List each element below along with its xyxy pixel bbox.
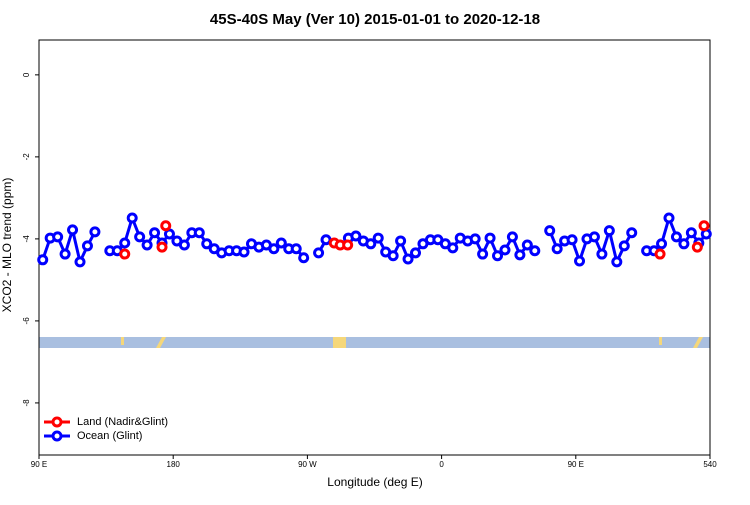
point (160, 220, 172, 232)
point (670, 231, 682, 243)
legend-label: Ocean (Glint) (77, 430, 142, 442)
land-patch (693, 337, 703, 348)
point (698, 220, 710, 232)
point (37, 254, 49, 266)
point (611, 256, 623, 268)
point (350, 230, 362, 242)
point (691, 241, 703, 253)
point (156, 241, 168, 253)
x-axis-label: Longitude (deg E) (327, 475, 422, 489)
point (52, 231, 64, 243)
point (492, 250, 504, 262)
point (477, 248, 489, 260)
point (193, 227, 205, 239)
point (201, 238, 213, 250)
point (529, 245, 541, 257)
x-tick-label: 90 E (31, 460, 47, 469)
x-tick-label: 0 (439, 460, 444, 469)
point (275, 237, 287, 249)
point (678, 238, 690, 250)
point (81, 240, 93, 252)
point (149, 227, 161, 239)
plot-frame (38, 39, 711, 456)
point (238, 246, 250, 258)
legend-marker (51, 416, 63, 428)
y-tick-label: -6 (22, 317, 31, 325)
x-tick-label: 90 E (568, 460, 584, 469)
point (67, 224, 79, 236)
y-tick-label: 0 (22, 72, 31, 77)
land-patch (659, 337, 662, 345)
point (654, 248, 666, 260)
y-tick-label: -8 (22, 399, 31, 407)
point (596, 248, 608, 260)
point (618, 240, 630, 252)
ocean-strip (39, 337, 710, 348)
y-axis-label: XCO2 - MLO trend (ppm) (0, 178, 14, 313)
point (469, 233, 481, 245)
land-patch (121, 337, 124, 345)
point (603, 225, 615, 237)
point (521, 239, 533, 251)
point (134, 231, 146, 243)
point (178, 239, 190, 251)
y-tick-label: -2 (22, 153, 31, 161)
x-tick-label: 540 (703, 460, 717, 469)
point (119, 237, 131, 249)
point (372, 232, 384, 244)
point (89, 226, 101, 238)
point (59, 248, 71, 260)
point (447, 242, 459, 254)
point (342, 239, 354, 251)
point (626, 227, 638, 239)
point (410, 247, 422, 259)
land-patch (333, 337, 346, 348)
point (163, 228, 175, 240)
point (484, 232, 496, 244)
point (268, 243, 280, 255)
point (387, 250, 399, 262)
point (499, 244, 511, 256)
point (74, 256, 86, 268)
point (566, 234, 578, 246)
chart-title: 45S-40S May (Ver 10) 2015-01-01 to 2020-… (210, 11, 540, 28)
land-patch (156, 337, 166, 348)
point (685, 227, 697, 239)
point (574, 255, 586, 267)
point (141, 239, 153, 251)
point (656, 238, 668, 250)
point (663, 212, 675, 224)
point (298, 252, 310, 264)
legend-label: Land (Nadir&Glint) (77, 416, 168, 428)
point (506, 231, 518, 243)
point (395, 235, 407, 247)
point (588, 231, 600, 243)
point (551, 243, 563, 255)
x-tick-label: 180 (167, 460, 181, 469)
y-tick-label: -4 (22, 235, 31, 243)
point (126, 212, 138, 224)
point (544, 225, 556, 237)
point (313, 247, 325, 259)
legend-marker (51, 430, 63, 442)
point (514, 249, 526, 261)
x-tick-label: 90 W (298, 460, 317, 469)
land-mask-strip (39, 337, 710, 348)
point (290, 243, 302, 255)
point (402, 253, 414, 265)
point (119, 248, 131, 260)
point (365, 238, 377, 250)
